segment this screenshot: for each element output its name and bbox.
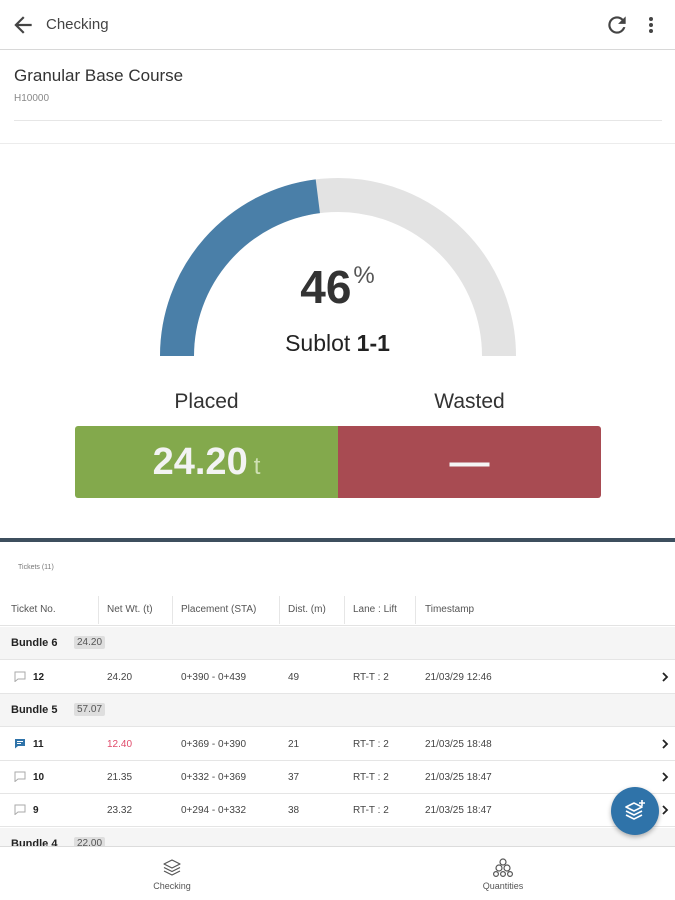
- placed-value: 24.20: [152, 441, 248, 483]
- net-weight: 12.40: [107, 739, 133, 750]
- wasted-box: —: [338, 426, 601, 498]
- column-divider: [279, 596, 280, 624]
- item-code: H10000: [14, 93, 50, 104]
- comment-icon: [14, 771, 26, 782]
- column-header-ticket-no[interactable]: Ticket No.: [11, 604, 56, 615]
- chevron-right-icon[interactable]: [660, 738, 670, 750]
- nav-item-checking[interactable]: Checking: [112, 847, 232, 900]
- column-divider: [415, 596, 416, 624]
- bundle-header: Bundle 6 24.20: [0, 627, 675, 660]
- bottom-navigation: Checking Quantities: [0, 846, 675, 900]
- tickets-count-label: Tickets (11): [18, 564, 54, 571]
- chevron-right-icon[interactable]: [660, 804, 670, 816]
- ticket-no: 9: [33, 805, 39, 816]
- bundle-name: Bundle 6: [11, 637, 58, 649]
- placed-label: Placed: [174, 390, 239, 413]
- divider: [14, 120, 662, 121]
- wasted-label: Wasted: [434, 390, 505, 413]
- table-row[interactable]: 11 12.40 0+369 - 0+390 21 RT-T : 2 21/03…: [0, 728, 675, 761]
- sublot-value: 1-1: [356, 330, 390, 356]
- placement: 0+390 - 0+439: [181, 672, 247, 683]
- percent-sign: %: [353, 262, 375, 289]
- chevron-right-icon[interactable]: [660, 671, 670, 683]
- placement: 0+369 - 0+390: [181, 739, 247, 750]
- divider: [0, 143, 675, 144]
- column-header-net-wt[interactable]: Net Wt. (t): [107, 604, 153, 615]
- column-divider: [172, 596, 173, 624]
- gauge-fill: [160, 179, 321, 357]
- column-header-placement[interactable]: Placement (STA): [181, 604, 257, 615]
- nav-item-quantities[interactable]: Quantities: [443, 847, 563, 900]
- timestamp: 21/03/29 12:46: [425, 672, 492, 683]
- page-title: Checking: [46, 16, 109, 33]
- lane-lift: RT-T : 2: [353, 672, 389, 683]
- column-divider: [98, 596, 99, 624]
- sublot-text: Sublot: [285, 330, 351, 356]
- nav-label: Quantities: [482, 881, 524, 891]
- lane-lift: RT-T : 2: [353, 739, 389, 750]
- chevron-right-icon[interactable]: [660, 771, 670, 783]
- table-row[interactable]: 12 24.20 0+390 - 0+439 49 RT-T : 2 21/03…: [0, 661, 675, 694]
- more-vert-icon[interactable]: [641, 12, 661, 38]
- percent-display: 46%: [0, 260, 675, 314]
- lane-lift: RT-T : 2: [353, 805, 389, 816]
- lane-lift: RT-T : 2: [353, 772, 389, 783]
- ticket-no: 12: [33, 672, 45, 683]
- sublot-label: Sublot 1-1: [0, 330, 675, 357]
- layers-icon: [163, 859, 181, 876]
- placed-box: 24.20 t: [75, 426, 338, 498]
- bundle-total-badge: 24.20: [74, 636, 106, 649]
- placement: 0+294 - 0+332: [181, 805, 247, 816]
- stack-icon: [493, 858, 513, 877]
- net-weight: 24.20: [107, 672, 133, 683]
- distance: 49: [288, 672, 300, 683]
- placement: 0+332 - 0+369: [181, 772, 247, 783]
- percent-value: 46: [300, 261, 352, 313]
- table-row[interactable]: 9 23.32 0+294 - 0+332 38 RT-T : 2 21/03/…: [0, 794, 675, 827]
- net-weight: 23.32: [107, 805, 133, 816]
- wasted-value: —: [449, 440, 490, 484]
- comment-filled-icon: [15, 739, 25, 749]
- table-row[interactable]: 10 21.35 0+332 - 0+369 37 RT-T : 2 21/03…: [0, 761, 675, 794]
- ticket-no: 11: [33, 739, 44, 750]
- item-title: Granular Base Course: [14, 66, 184, 85]
- distance: 21: [288, 739, 300, 750]
- timestamp: 21/03/25 18:47: [425, 805, 492, 816]
- app-bar: Checking: [0, 0, 675, 50]
- timestamp: 21/03/25 18:48: [425, 739, 492, 750]
- net-weight: 21.35: [107, 772, 133, 783]
- timestamp: 21/03/25 18:47: [425, 772, 492, 783]
- bundle-total-badge: 57.07: [74, 703, 106, 716]
- ticket-no: 10: [33, 772, 45, 783]
- column-divider: [344, 596, 345, 624]
- nav-label: Checking: [153, 881, 191, 891]
- placed-unit: t: [253, 453, 261, 480]
- column-header-timestamp[interactable]: Timestamp: [425, 604, 475, 615]
- add-layer-icon: [625, 800, 645, 820]
- column-header-dist[interactable]: Dist. (m): [288, 604, 326, 615]
- bundle-name: Bundle 5: [11, 704, 58, 716]
- column-header-lane-lift[interactable]: Lane : Lift: [353, 604, 397, 615]
- arrow-left-icon[interactable]: [10, 12, 36, 38]
- bundle-header: Bundle 5 57.07: [0, 694, 675, 727]
- distance: 37: [288, 772, 300, 783]
- section-separator: [0, 538, 675, 542]
- add-layer-fab-button[interactable]: [611, 787, 659, 835]
- table-header: Ticket No. Net Wt. (t) Placement (STA) D…: [0, 594, 675, 626]
- comment-icon: [14, 671, 26, 682]
- comment-icon: [14, 804, 26, 815]
- refresh-icon[interactable]: [604, 12, 630, 38]
- distance: 38: [288, 805, 300, 816]
- progress-gauge: [160, 178, 516, 357]
